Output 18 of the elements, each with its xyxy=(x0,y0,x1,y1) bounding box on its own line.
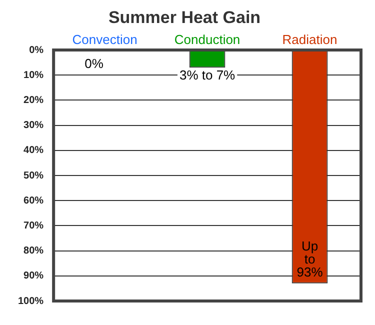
y-tick-label: 10% xyxy=(24,70,44,81)
y-tick-label: 80% xyxy=(24,246,44,257)
y-tick-label: 20% xyxy=(24,94,44,106)
data-label: 0% xyxy=(84,56,104,72)
y-tick-label: 70% xyxy=(24,220,44,232)
data-label: 3% to 7% xyxy=(179,68,236,83)
chart-title: Summer Heat Gain xyxy=(108,8,261,27)
x-tick-label: Conduction xyxy=(174,32,240,47)
y-tick-label: 30% xyxy=(24,120,44,132)
y-tick-label: 0% xyxy=(29,44,44,56)
y-tick-label: 50% xyxy=(24,170,44,182)
y-tick-label: 60% xyxy=(24,195,44,206)
y-tick-label: 100% xyxy=(18,296,44,307)
y-tick-label: 90% xyxy=(24,270,44,282)
data-label: Up to 93% xyxy=(296,238,324,280)
x-tick-label: Radiation xyxy=(282,32,338,47)
y-tick-label: 40% xyxy=(24,145,44,156)
x-tick-label: Convection xyxy=(72,32,138,47)
